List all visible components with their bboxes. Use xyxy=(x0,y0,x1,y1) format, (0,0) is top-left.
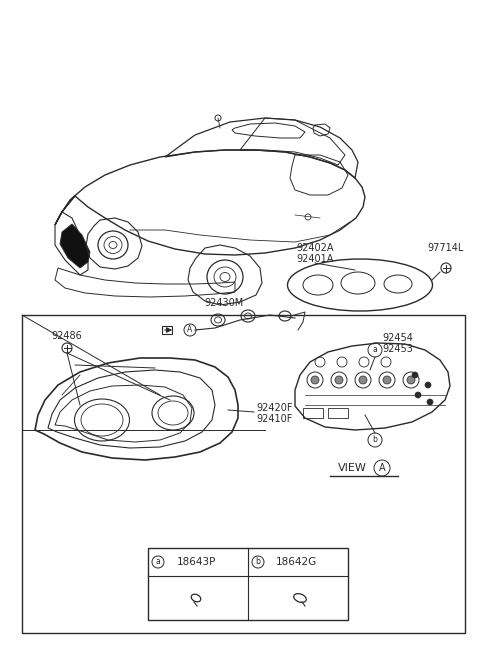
Text: 92454: 92454 xyxy=(382,333,413,343)
Bar xyxy=(148,548,348,620)
Text: a: a xyxy=(372,345,377,354)
Circle shape xyxy=(425,382,431,388)
Text: 92453: 92453 xyxy=(382,344,413,354)
Circle shape xyxy=(383,376,391,384)
Text: b: b xyxy=(255,557,261,567)
Text: 92410F: 92410F xyxy=(256,414,292,424)
Text: 92486: 92486 xyxy=(52,331,83,341)
Text: 92430M: 92430M xyxy=(204,298,244,308)
Circle shape xyxy=(335,376,343,384)
Circle shape xyxy=(359,376,367,384)
Bar xyxy=(22,315,465,633)
Polygon shape xyxy=(60,224,90,268)
Text: 92401A: 92401A xyxy=(296,254,334,264)
Circle shape xyxy=(427,399,433,405)
Text: 18642G: 18642G xyxy=(276,557,317,567)
Circle shape xyxy=(415,392,421,398)
Circle shape xyxy=(407,376,415,384)
Circle shape xyxy=(412,372,418,378)
Text: 92420F: 92420F xyxy=(256,403,292,413)
Bar xyxy=(303,408,323,418)
Text: 92402A: 92402A xyxy=(296,243,334,253)
Text: 18643P: 18643P xyxy=(176,557,216,567)
Circle shape xyxy=(311,376,319,384)
Text: A: A xyxy=(187,326,192,335)
Bar xyxy=(328,408,348,418)
Bar xyxy=(162,326,172,334)
Text: a: a xyxy=(156,557,160,567)
Text: b: b xyxy=(372,436,377,445)
Text: VIEW: VIEW xyxy=(337,463,366,473)
Text: A: A xyxy=(379,463,385,473)
Text: 97714L: 97714L xyxy=(428,243,464,253)
